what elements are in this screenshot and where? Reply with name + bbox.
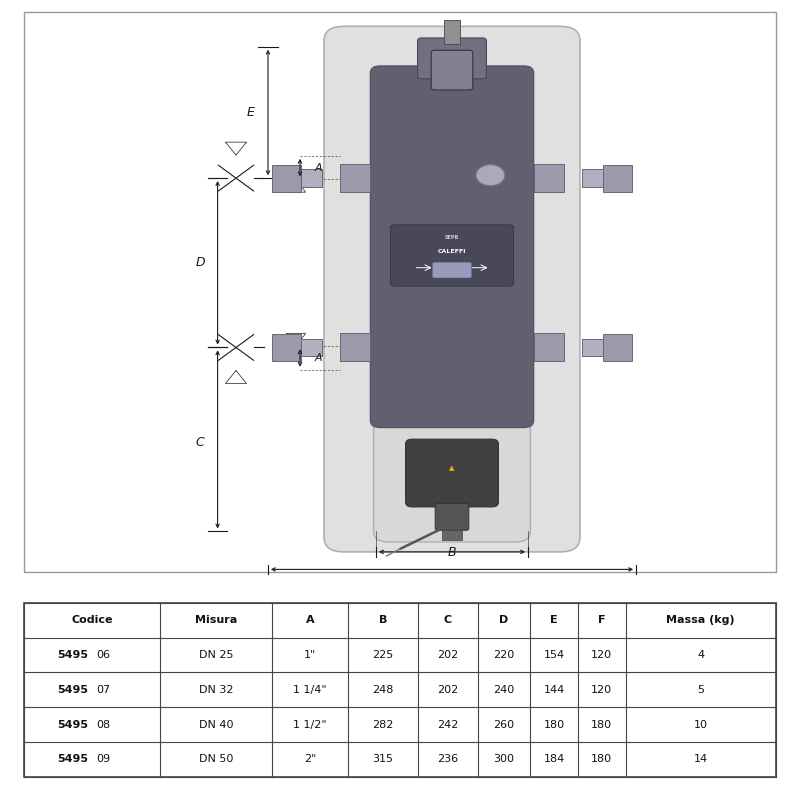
Text: 236: 236 [437, 754, 458, 764]
Text: 180: 180 [543, 719, 565, 730]
Text: A: A [314, 353, 322, 363]
Text: 09: 09 [96, 754, 110, 764]
FancyBboxPatch shape [435, 503, 469, 530]
Bar [272, 165, 301, 191]
Bar [534, 164, 564, 192]
Text: 4: 4 [698, 650, 704, 660]
Text: Codice: Codice [71, 615, 113, 626]
FancyBboxPatch shape [431, 50, 473, 90]
FancyBboxPatch shape [433, 262, 471, 278]
Bar [300, 338, 322, 356]
Text: Massa (kg): Massa (kg) [666, 615, 735, 626]
Text: SEPB: SEPB [445, 235, 459, 240]
Text: 2": 2" [304, 754, 316, 764]
Text: 06: 06 [96, 650, 110, 660]
FancyBboxPatch shape [406, 439, 498, 507]
Text: 5495: 5495 [57, 685, 88, 694]
Text: 260: 260 [494, 719, 514, 730]
Text: CALEFFI: CALEFFI [438, 249, 466, 254]
Text: 14: 14 [694, 754, 708, 764]
Text: DN 32: DN 32 [198, 685, 234, 694]
Text: 202: 202 [437, 650, 458, 660]
Bar [582, 338, 604, 356]
Text: B: B [448, 546, 456, 559]
FancyBboxPatch shape [370, 66, 534, 427]
Text: 220: 220 [494, 650, 514, 660]
Text: D: D [499, 615, 509, 626]
FancyBboxPatch shape [324, 26, 580, 552]
Text: 1 1/2": 1 1/2" [293, 719, 327, 730]
Text: 315: 315 [372, 754, 394, 764]
Text: C: C [196, 436, 204, 449]
Circle shape [476, 165, 505, 186]
Bar [582, 170, 604, 187]
Text: 242: 242 [437, 719, 458, 730]
Bar [340, 164, 370, 192]
Text: 248: 248 [372, 685, 394, 694]
FancyBboxPatch shape [418, 38, 486, 79]
FancyBboxPatch shape [390, 225, 514, 286]
Text: 07: 07 [96, 685, 110, 694]
Text: E: E [550, 615, 558, 626]
Text: 282: 282 [372, 719, 394, 730]
Text: 180: 180 [591, 719, 612, 730]
Text: DN 50: DN 50 [199, 754, 233, 764]
Text: F: F [598, 615, 606, 626]
Text: 300: 300 [494, 754, 514, 764]
Text: Misura: Misura [195, 615, 237, 626]
Bar [603, 334, 632, 361]
Text: F: F [448, 528, 456, 542]
FancyBboxPatch shape [374, 416, 530, 542]
Text: 180: 180 [591, 754, 612, 764]
Text: C: C [443, 615, 452, 626]
Text: 5495: 5495 [57, 719, 88, 730]
Text: 120: 120 [591, 650, 612, 660]
Text: 1": 1" [304, 650, 316, 660]
Text: 5495: 5495 [57, 754, 88, 764]
Text: D: D [195, 256, 205, 270]
Text: ▲: ▲ [450, 466, 454, 471]
Bar [534, 334, 564, 362]
Bar [272, 334, 301, 361]
Text: B: B [378, 615, 387, 626]
Text: 184: 184 [543, 754, 565, 764]
Text: 10: 10 [694, 719, 708, 730]
Text: 1 1/4": 1 1/4" [293, 685, 327, 694]
Text: 225: 225 [372, 650, 394, 660]
Text: 5495: 5495 [57, 650, 88, 660]
Bar [444, 21, 460, 44]
Text: 120: 120 [591, 685, 612, 694]
Text: DN 25: DN 25 [198, 650, 234, 660]
Bar [603, 165, 632, 191]
Text: E: E [246, 106, 254, 119]
Bar [442, 530, 462, 540]
Bar [340, 334, 370, 362]
Text: A: A [314, 162, 322, 173]
Text: 08: 08 [96, 719, 110, 730]
Text: 202: 202 [437, 685, 458, 694]
Text: 144: 144 [543, 685, 565, 694]
Text: 240: 240 [494, 685, 514, 694]
Text: A: A [306, 615, 314, 626]
Bar [300, 170, 322, 187]
Text: DN 40: DN 40 [198, 719, 234, 730]
Bar [24, 603, 776, 777]
Text: 5: 5 [698, 685, 704, 694]
Text: 154: 154 [543, 650, 565, 660]
